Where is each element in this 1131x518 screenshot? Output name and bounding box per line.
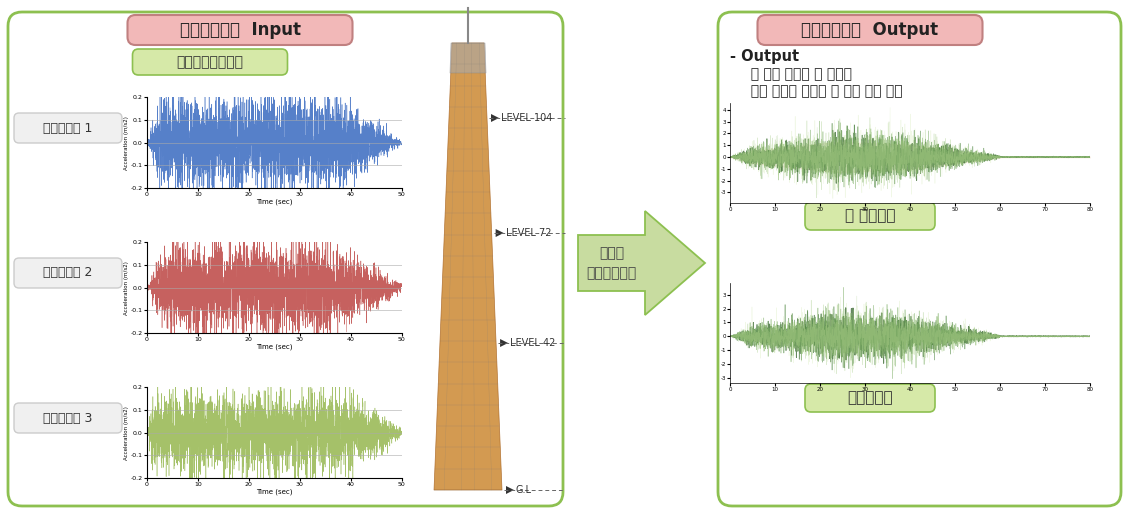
FancyBboxPatch shape — [128, 15, 353, 45]
Polygon shape — [500, 339, 508, 347]
Text: G.L: G.L — [516, 485, 532, 495]
FancyBboxPatch shape — [8, 12, 563, 506]
Text: 비탄성: 비탄성 — [599, 246, 624, 260]
FancyBboxPatch shape — [758, 15, 983, 45]
Text: 시간이력해석: 시간이력해석 — [586, 266, 637, 280]
Text: 가속도응답: 가속도응답 — [847, 391, 892, 406]
Polygon shape — [506, 486, 513, 494]
Text: LEVEL 72: LEVEL 72 — [506, 228, 551, 238]
FancyBboxPatch shape — [14, 113, 122, 143]
Polygon shape — [578, 211, 705, 315]
Y-axis label: Acceleration (m/s2): Acceleration (m/s2) — [124, 406, 129, 459]
Text: 시간이력해석  Output: 시간이력해석 Output — [802, 21, 939, 39]
FancyBboxPatch shape — [132, 49, 287, 75]
Polygon shape — [434, 43, 502, 490]
Text: 인공지진파 2: 인공지진파 2 — [43, 266, 93, 280]
X-axis label: Time (sec): Time (sec) — [256, 198, 293, 205]
FancyBboxPatch shape — [14, 258, 122, 288]
X-axis label: Time (sec): Time (sec) — [256, 488, 293, 495]
Text: 각 층별 횡변위 및 가속도: 각 층별 횡변위 및 가속도 — [742, 67, 852, 81]
Text: 시간이력해석  Input: 시간이력해석 Input — [180, 21, 301, 39]
Text: 횡 변위응답: 횡 변위응답 — [845, 209, 896, 223]
Text: 주요 부재의 부재력 및 소성 힌지 분포: 주요 부재의 부재력 및 소성 힌지 분포 — [742, 84, 903, 98]
FancyBboxPatch shape — [805, 202, 935, 230]
Y-axis label: Acceleration (m/s2): Acceleration (m/s2) — [124, 116, 129, 169]
Text: LEVEL 42: LEVEL 42 — [510, 338, 555, 348]
X-axis label: Time (sec): Time (sec) — [256, 343, 293, 350]
FancyBboxPatch shape — [805, 384, 935, 412]
Text: 인공지진파 3: 인공지진파 3 — [43, 411, 93, 424]
Text: LEVEL 104: LEVEL 104 — [501, 113, 552, 123]
FancyBboxPatch shape — [718, 12, 1121, 506]
Text: 인공지진파 1: 인공지진파 1 — [43, 122, 93, 135]
FancyBboxPatch shape — [14, 403, 122, 433]
Polygon shape — [491, 114, 499, 122]
Polygon shape — [495, 229, 503, 237]
Text: - Output: - Output — [729, 49, 800, 64]
Polygon shape — [450, 43, 486, 73]
Y-axis label: Acceleration (m/s2): Acceleration (m/s2) — [124, 261, 129, 314]
Text: 시간이력지진하중: 시간이력지진하중 — [176, 55, 243, 69]
